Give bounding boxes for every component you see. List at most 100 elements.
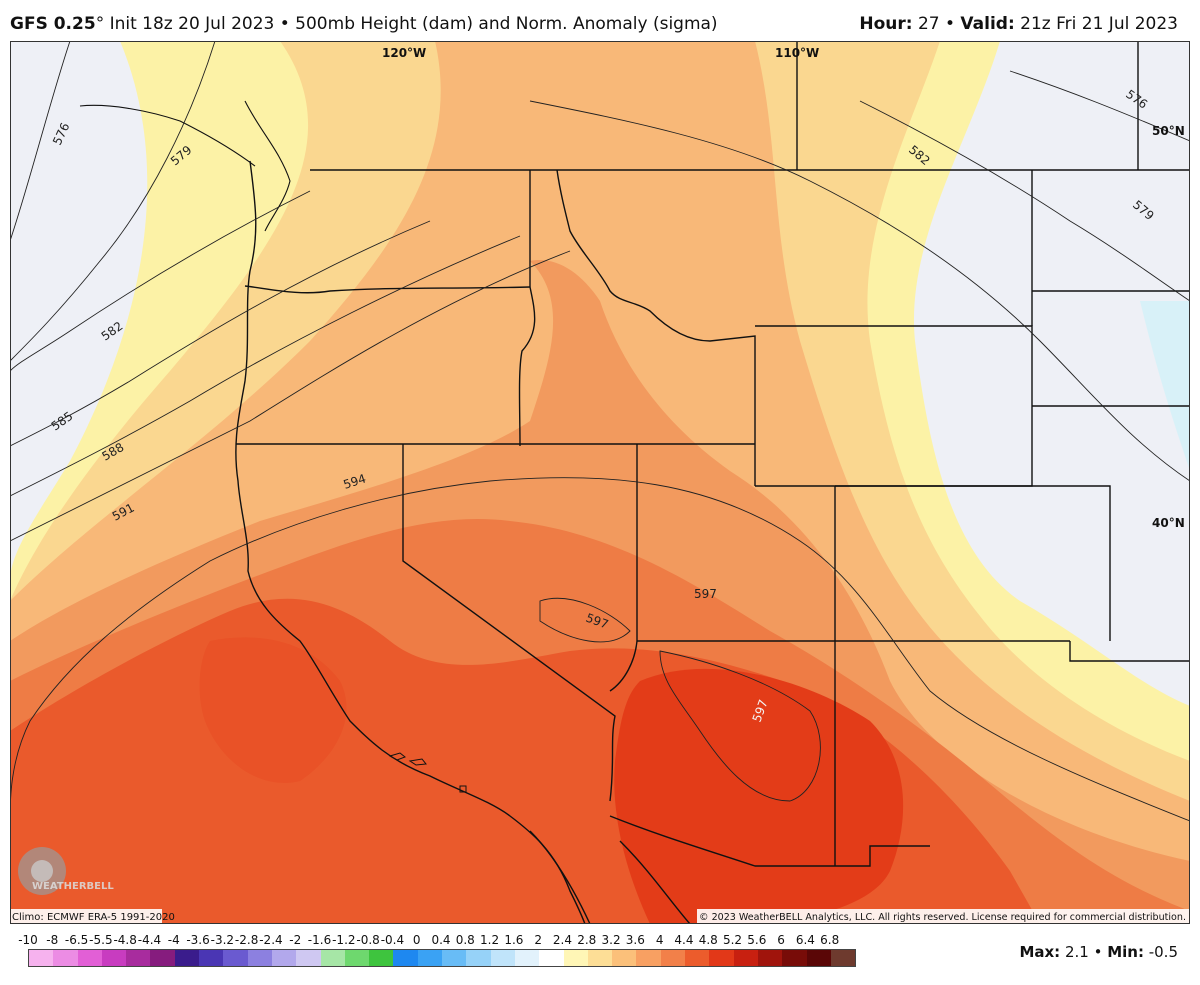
channel-islands <box>388 752 467 793</box>
legend-swatch <box>344 950 370 966</box>
legend-tick-label: 2 <box>534 933 542 947</box>
legend-tick-label: 3.6 <box>625 933 645 947</box>
legend-swatch <box>53 950 78 966</box>
legend-tick-label: 5.2 <box>722 933 743 947</box>
legend-swatch <box>587 950 613 966</box>
model-title: GFS 0.25° Init 18z 20 Jul 2023 • 500mb H… <box>10 14 718 34</box>
legend-tick-label: 4.4 <box>674 933 694 947</box>
contour-576-east <box>1009 70 1190 142</box>
legend-tick-label: 1.6 <box>504 933 524 947</box>
legend-swatch <box>660 950 686 966</box>
legend-tick-label: 4.8 <box>698 933 718 947</box>
legend-swatch <box>514 950 540 966</box>
contour-597-b <box>659 650 821 802</box>
legend-swatch <box>636 950 661 966</box>
legend-color-bar <box>28 949 856 967</box>
legend-swatch <box>393 950 418 966</box>
legend-tick-label: 1.2 <box>480 933 500 947</box>
legend-tick-label: 6.8 <box>820 933 840 947</box>
map-frame <box>10 41 1190 924</box>
valid-label: Valid: <box>960 14 1015 34</box>
political-boundaries <box>79 41 1190 924</box>
legend-swatch <box>247 950 272 966</box>
legend-swatch <box>296 950 321 966</box>
legend-tick-label: -4.4 <box>137 933 162 947</box>
copyright-box <box>697 909 1190 924</box>
legend-tick-label: -6.5 <box>64 933 89 947</box>
legend-tick-label: -2.8 <box>234 933 259 947</box>
contour-582-east <box>529 100 1190 482</box>
legend-swatch <box>174 950 200 966</box>
legend-swatch <box>685 950 710 966</box>
legend-swatch <box>369 950 394 966</box>
anomaly-red-west <box>199 637 347 783</box>
contour-597-a <box>539 597 631 643</box>
nm-mx-border <box>835 845 930 867</box>
coastline <box>235 160 586 924</box>
legend-swatch <box>806 950 831 966</box>
legend-swatch <box>223 950 248 966</box>
max-min-readout: Max: 2.1 • Min: -0.5 <box>1019 943 1178 961</box>
map-header: GFS 0.25° Init 18z 20 Jul 2023 • 500mb H… <box>0 0 1200 40</box>
legend-tick-label: 3.2 <box>601 933 621 947</box>
weather-map[interactable]: 576 579 582 585 588 591 594 597 597 597 … <box>10 41 1190 924</box>
legend-tick-label: -0.8 <box>356 933 380 947</box>
logo-swirl-inner-icon <box>31 860 53 882</box>
legend-swatch <box>29 950 54 966</box>
color-legend: -10 -8 -6.5 -5.5 -4.8 -4.4 -4 -3.6 -3.2 -2.8 -2.4-… <box>0 928 1200 985</box>
nv-az-border <box>609 640 638 692</box>
legend-swatch <box>709 950 734 966</box>
hour-label: Hour: <box>859 14 913 34</box>
legend-swatch <box>417 950 443 966</box>
legend-tick-label: -10 <box>18 933 38 947</box>
legend-tick-label: 0 <box>412 933 421 947</box>
ca-nv-border <box>402 444 616 802</box>
height-contours <box>10 41 1190 822</box>
legend-tick-label: -5.5 <box>89 933 113 947</box>
legend-tick-label: -4.8 <box>113 933 137 947</box>
legend-swatch <box>612 950 637 966</box>
puget-sound <box>244 100 291 232</box>
legend-tick-label: -2.4 <box>259 933 283 947</box>
legend-tick-label: 0.8 <box>455 933 475 947</box>
legend-tick-label: 4 <box>655 933 664 947</box>
legend-swatch <box>490 950 515 966</box>
contour-594 <box>10 477 1190 822</box>
wa-or-border <box>244 285 531 294</box>
init-and-field: Init 18z 20 Jul 2023 • 500mb Height (dam… <box>104 14 718 34</box>
legend-swatch <box>442 950 467 966</box>
legend-tick-label: -1.2 <box>332 933 356 947</box>
climo-box <box>10 909 162 924</box>
legend-tick-labels: -10 -8 -6.5 -5.5 -4.8 -4.4 -4 -3.6 -3.2 -2.8 -2.4-… <box>18 933 860 949</box>
or-id-border <box>518 286 536 447</box>
max-label: Max: <box>1019 943 1061 961</box>
legend-swatch <box>271 950 297 966</box>
contour-label: 597 <box>694 587 717 601</box>
contour-label: 594 <box>342 471 368 491</box>
legend-swatch <box>77 950 102 966</box>
min-value: -0.5 <box>1143 943 1178 961</box>
nm-east-border <box>1069 641 1190 662</box>
min-label: Min: <box>1107 943 1144 961</box>
valid-time: Hour: 27 • Valid: 21z Fri 21 Jul 2023 <box>859 14 1178 34</box>
lat-label-50n: 50°N <box>1152 124 1185 138</box>
legend-swatch <box>126 950 151 966</box>
lon-label-120w: 120°W <box>382 46 426 60</box>
lat-label-40n: 40°N <box>1152 516 1185 530</box>
max-value: 2.1 • <box>1060 943 1108 961</box>
legend-tick-label: -4 <box>167 933 180 947</box>
legend-tick-label: -3.6 <box>186 933 210 947</box>
copyright-text: © 2023 WeatherBELL Analytics, LLC. All r… <box>699 912 1186 923</box>
contour-585 <box>10 220 431 447</box>
legend-tick-label: -2 <box>289 933 302 947</box>
contour-576 <box>10 41 71 242</box>
az-mx-border <box>609 815 835 867</box>
legend-tick-label: -8 <box>46 933 59 947</box>
legend-swatch <box>539 950 564 966</box>
legend-swatch <box>199 950 224 966</box>
model-name: GFS 0.25 <box>10 14 96 34</box>
legend-tick-label: -0.4 <box>380 933 405 947</box>
valid-value: 21z Fri 21 Jul 2023 <box>1014 14 1178 34</box>
legend-swatch <box>563 950 588 966</box>
legend-swatch <box>101 950 127 966</box>
